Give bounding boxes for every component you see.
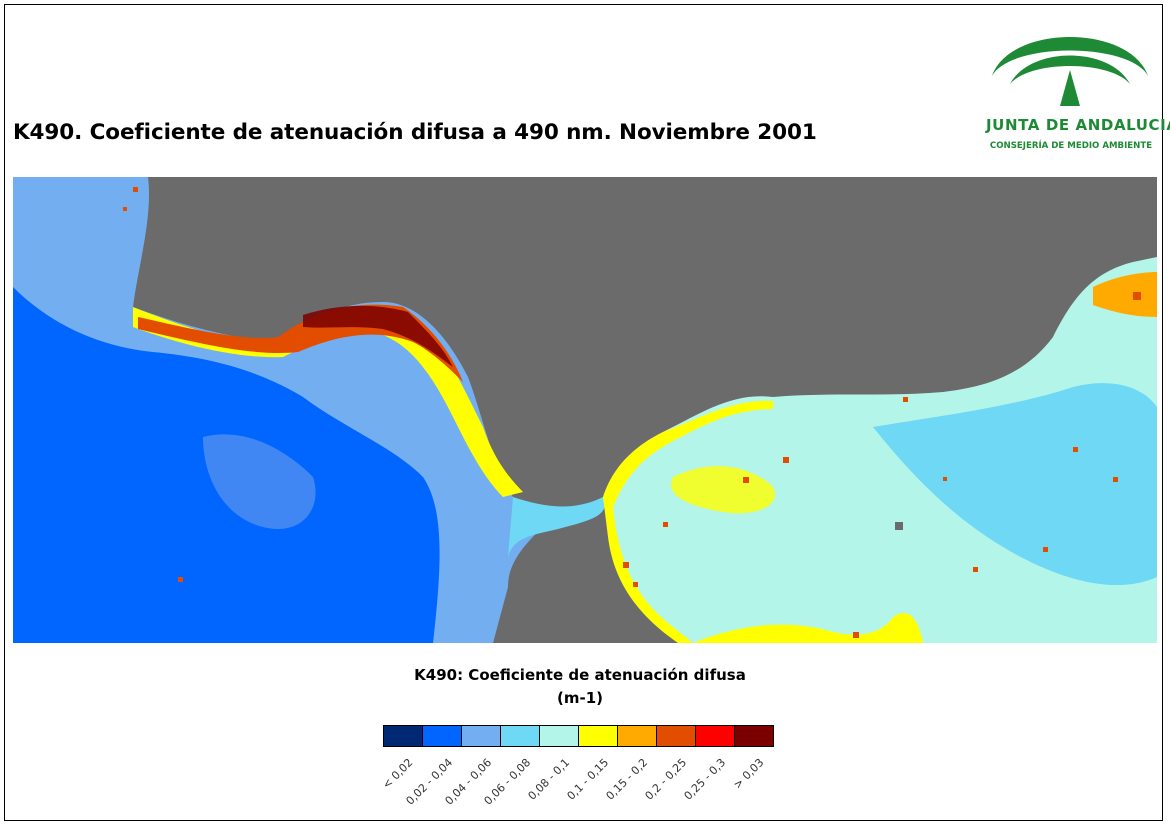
legend-swatch [540, 726, 579, 746]
junta-andalucia-logo: JUNTA DE ANDALUCIA CONSEJERÍA DE MEDIO A… [980, 14, 1170, 159]
legend-swatch [618, 726, 657, 746]
legend-swatch [384, 726, 423, 746]
k490-map [13, 177, 1157, 643]
mediterranean-south-coast [693, 613, 923, 643]
page-title: K490. Coeficiente de atenuación difusa a… [13, 120, 817, 145]
atlantic-patch [203, 434, 316, 529]
hot-pixels [123, 187, 1141, 638]
strait-water [508, 497, 605, 557]
land-block [895, 522, 903, 530]
legend-swatch [657, 726, 696, 746]
legend-swatch [462, 726, 501, 746]
legend-color-bar [383, 725, 774, 747]
map-raster [13, 177, 1157, 643]
mediterranean-blue [873, 383, 1157, 586]
logo-text-consejeria: CONSEJERÍA DE MEDIO AMBIENTE [989, 141, 1153, 151]
atlantic-coast-max [303, 305, 453, 367]
legend-title: K490: Coeficiente de atenuación difusa (… [360, 664, 800, 710]
legend-title-line1: K490: Coeficiente de atenuación difusa [414, 666, 746, 684]
atlantic-coast-band [133, 307, 523, 497]
mediterranean-east-coast [1093, 272, 1157, 317]
legend-swatch [501, 726, 540, 746]
legend-swatch [579, 726, 618, 746]
legend-swatch [696, 726, 735, 746]
logo-text-junta: JUNTA DE ANDALUCIA [986, 116, 1170, 134]
legend-swatch [735, 726, 773, 746]
legend-title-line2: (m-1) [556, 689, 603, 707]
logo-arcs-icon [992, 37, 1148, 106]
legend-swatch [423, 726, 462, 746]
